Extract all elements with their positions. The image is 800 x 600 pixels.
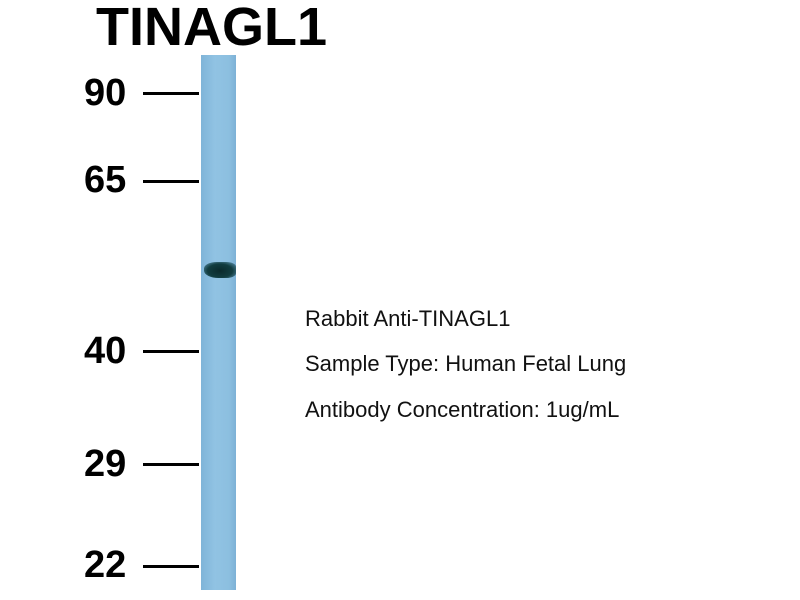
sample-type-label: Sample Type: Human Fetal Lung bbox=[305, 351, 627, 376]
marker-label-90: 90 bbox=[84, 72, 127, 114]
figure-title: TINAGL1 bbox=[96, 0, 328, 57]
marker-tick-22 bbox=[143, 565, 199, 568]
marker-tick-40 bbox=[143, 350, 199, 353]
marker-label-40: 40 bbox=[84, 330, 127, 372]
blot-lane bbox=[201, 55, 236, 590]
marker-label-29: 29 bbox=[84, 443, 127, 485]
marker-tick-29 bbox=[143, 463, 199, 466]
protein-band bbox=[204, 262, 236, 278]
concentration-label: Antibody Concentration: 1ug/mL bbox=[305, 397, 620, 422]
marker-label-65: 65 bbox=[84, 159, 127, 201]
marker-tick-65 bbox=[143, 180, 199, 183]
marker-label-22: 22 bbox=[84, 544, 127, 586]
marker-tick-90 bbox=[143, 92, 199, 95]
antibody-label: Rabbit Anti-TINAGL1 bbox=[305, 306, 511, 331]
